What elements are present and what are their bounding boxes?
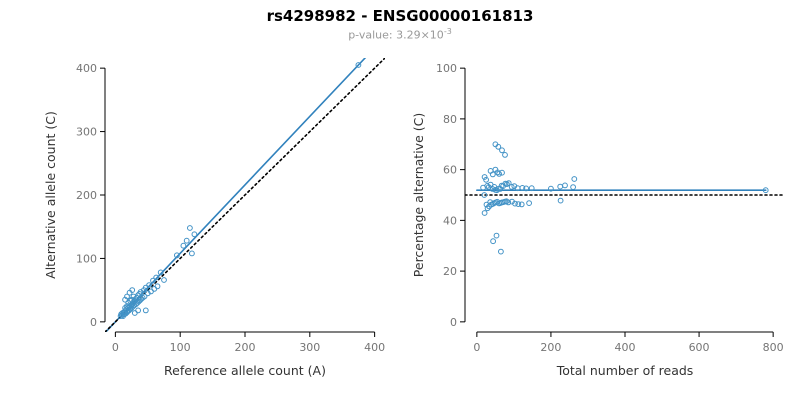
data-point [512, 200, 518, 207]
data-point [505, 180, 512, 187]
data-point [496, 170, 502, 177]
data-point [502, 152, 508, 158]
x-tick-label: 0 [112, 341, 119, 354]
data-point [519, 185, 526, 191]
plots-row: 0 100 200 300 400 0 100 200 300 400 Reference alle… [0, 44, 800, 400]
data-point [483, 176, 489, 183]
y-tick-label: 400 [76, 62, 97, 75]
x-tick-label: 800 [763, 341, 784, 354]
data-point [492, 141, 499, 148]
y-tick-label: 60 [443, 164, 457, 177]
x-tick-label: 400 [615, 341, 636, 354]
y-tick-label: 20 [443, 265, 457, 278]
plot-title: rs4298982 - ENSG00000161813 [266, 7, 534, 25]
y-tick-label: 100 [76, 252, 97, 265]
x-tick-label: 300 [299, 341, 320, 354]
data-point [153, 274, 160, 281]
data-point [481, 192, 488, 198]
data-point [528, 185, 535, 192]
x-tick-label: 200 [235, 341, 256, 354]
data-point [129, 287, 136, 294]
data-point [762, 187, 769, 194]
data-point [174, 252, 180, 259]
y-axis-label: Alternative allele count (C) [43, 111, 58, 279]
data-point [189, 250, 195, 257]
data-point [515, 201, 522, 208]
y-tick-label: 200 [76, 189, 97, 202]
y-tick-label: 80 [443, 113, 457, 126]
data-point [481, 210, 488, 216]
data-point [557, 197, 564, 204]
x-axis-label: Reference allele count (A) [164, 363, 326, 378]
x-tick-label: 600 [689, 341, 710, 354]
y-tick-label: 0 [90, 316, 97, 329]
data-point [141, 293, 148, 300]
data-point [571, 176, 578, 182]
data-point [493, 232, 500, 239]
data-point [526, 200, 533, 207]
data-point [135, 307, 142, 314]
x-tick-label: 100 [170, 341, 191, 354]
plot-header: rs4298982 - ENSG00000161813 p-value: 3.2… [0, 0, 800, 44]
data-point [499, 147, 505, 154]
data-point [481, 174, 488, 180]
data-point [548, 185, 554, 192]
data-point [154, 283, 161, 290]
data-point [151, 286, 158, 292]
data-point [505, 199, 512, 206]
x-tick-label: 0 [473, 341, 480, 354]
plot-subtitle: p-value: 3.29×10-3 [0, 27, 800, 42]
y-tick-label: 0 [450, 316, 457, 329]
y-tick-label: 100 [436, 62, 457, 75]
pvalue-exponent: -3 [443, 27, 452, 36]
scatter-percentage-alternative: 0 200 400 600 800 0 20 40 60 80 100 Total number of… [411, 62, 785, 378]
data-point [489, 171, 496, 178]
fit-line [105, 58, 367, 332]
x-axis-label: Total number of reads [556, 363, 694, 378]
y-tick-label: 40 [443, 214, 457, 227]
data-point [131, 310, 138, 316]
data-point [183, 237, 190, 244]
data-point [508, 184, 515, 190]
data-point [142, 307, 149, 314]
data-point [570, 184, 577, 191]
data-point [499, 169, 505, 176]
data-point [180, 242, 187, 249]
data-point [150, 277, 156, 284]
pvalue-text: p-value: 3.29×10 [348, 28, 444, 42]
data-point [187, 225, 193, 231]
data-point [562, 182, 568, 189]
data-point [355, 62, 362, 68]
scatter-allele-counts: 0 100 200 300 400 0 100 200 300 400 Reference alle… [43, 58, 385, 378]
data-point [146, 282, 153, 289]
data-point [490, 238, 496, 245]
y-axis-label: Percentage alternative (C) [411, 113, 426, 277]
y-tick-label: 300 [76, 126, 97, 139]
data-point [498, 248, 504, 255]
data-point [161, 277, 167, 283]
x-tick-label: 200 [540, 341, 561, 354]
data-point [122, 296, 128, 303]
data-point [523, 185, 529, 192]
data-point [157, 269, 164, 276]
data-point [557, 183, 564, 190]
data-point [191, 231, 198, 238]
data-point [518, 201, 525, 208]
x-tick-label: 400 [364, 341, 385, 354]
data-point [484, 183, 491, 189]
